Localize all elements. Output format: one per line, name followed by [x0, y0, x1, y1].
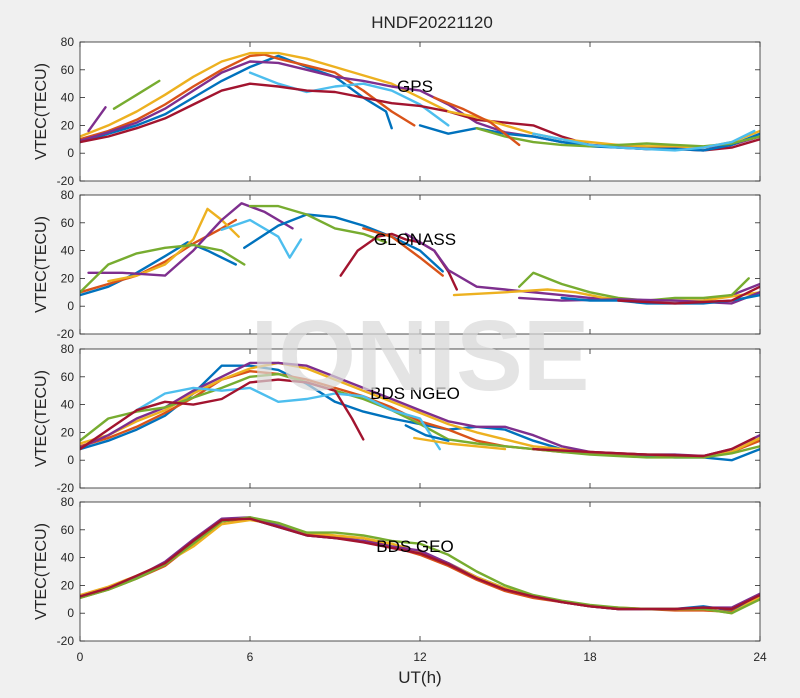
x-tick-label: 24 — [753, 650, 767, 664]
x-tick-label: 18 — [583, 650, 597, 664]
series-line — [248, 71, 450, 127]
series-group — [80, 51, 760, 152]
y-tick-label: 20 — [61, 578, 75, 592]
y-tick-label: 0 — [67, 453, 74, 467]
y-tick-label: 60 — [61, 216, 75, 230]
y-tick-label: 0 — [67, 146, 74, 160]
panel-3: 80 60 40 20 0 -20 VTEC(TECU) BDS GEO — [33, 495, 761, 648]
figure-title: HNDF20221120 — [371, 13, 493, 32]
series-line — [220, 218, 303, 259]
series-line — [80, 378, 365, 451]
series-line — [433, 96, 521, 147]
plot-area — [80, 195, 760, 334]
series-line — [80, 517, 760, 611]
x-tick-label: 6 — [247, 650, 254, 664]
x-axis-label: UT(h) — [398, 668, 441, 687]
series-line — [518, 291, 760, 305]
y-tick-label: 20 — [61, 425, 75, 439]
series-line — [243, 213, 444, 273]
y-tick-label: 60 — [61, 63, 75, 77]
panel-label: BDS GEO — [376, 537, 453, 556]
y-tick-label: 40 — [61, 91, 75, 105]
series-line — [80, 218, 237, 294]
panel-2: 80 60 40 20 0 -20 VTEC(TECU) BDS NGEO — [33, 342, 761, 495]
series-line — [80, 243, 246, 294]
y-axis-label: VTEC(TECU) — [33, 216, 50, 313]
series-line — [80, 53, 416, 141]
series-line — [532, 436, 756, 458]
y-axis-label: VTEC(TECU) — [33, 63, 50, 160]
series-line — [617, 285, 760, 305]
y-tick-label: 80 — [61, 495, 75, 509]
series-line — [80, 60, 760, 149]
plot-area — [80, 42, 760, 181]
series-line — [413, 436, 507, 451]
panel-label: GLONASS — [374, 230, 456, 249]
watermark-text: IONISE — [251, 300, 590, 412]
panel-label: GPS — [397, 77, 433, 96]
y-axis-label: VTEC(TECU) — [33, 523, 50, 620]
series-line — [362, 227, 444, 277]
y-tick-label: -20 — [57, 634, 75, 648]
y-tick-label: 0 — [67, 299, 74, 313]
y-axis-label: VTEC(TECU) — [33, 370, 50, 467]
series-line — [135, 386, 441, 451]
series-group — [80, 516, 760, 615]
y-tick-label: 80 — [61, 342, 75, 356]
series-line — [87, 202, 294, 277]
series-line — [532, 129, 756, 152]
panel-1: 80 60 40 20 0 -20 VTEC(TECU) GLONASS — [33, 188, 761, 341]
plot-area — [80, 502, 760, 641]
series-line — [87, 106, 107, 133]
series-group — [80, 361, 760, 462]
series-line — [80, 241, 237, 297]
y-tick-label: 60 — [61, 523, 75, 537]
series-line — [80, 51, 450, 138]
panel-label: BDS NGEO — [370, 384, 460, 403]
series-line — [80, 372, 760, 459]
y-tick-label: 20 — [61, 271, 75, 285]
panel-0: 80 60 40 20 0 -20 VTEC(TECU) GPS — [33, 35, 761, 188]
y-tick-label: 40 — [61, 551, 75, 565]
y-tick-label: -20 — [57, 327, 75, 341]
y-tick-label: 40 — [61, 244, 75, 258]
y-tick-label: 80 — [61, 188, 75, 202]
x-tick-label: 12 — [413, 650, 427, 664]
y-tick-label: 0 — [67, 606, 74, 620]
series-line — [248, 204, 388, 244]
y-tick-label: -20 — [57, 481, 75, 495]
series-line — [112, 79, 161, 110]
y-tick-label: 60 — [61, 370, 75, 384]
series-group — [80, 202, 760, 305]
y-tick-label: 40 — [61, 398, 75, 412]
y-tick-label: 80 — [61, 35, 75, 49]
y-tick-label: 20 — [61, 118, 75, 132]
y-tick-label: -20 — [57, 174, 75, 188]
series-line — [404, 424, 450, 442]
x-tick-label: 0 — [77, 650, 84, 664]
